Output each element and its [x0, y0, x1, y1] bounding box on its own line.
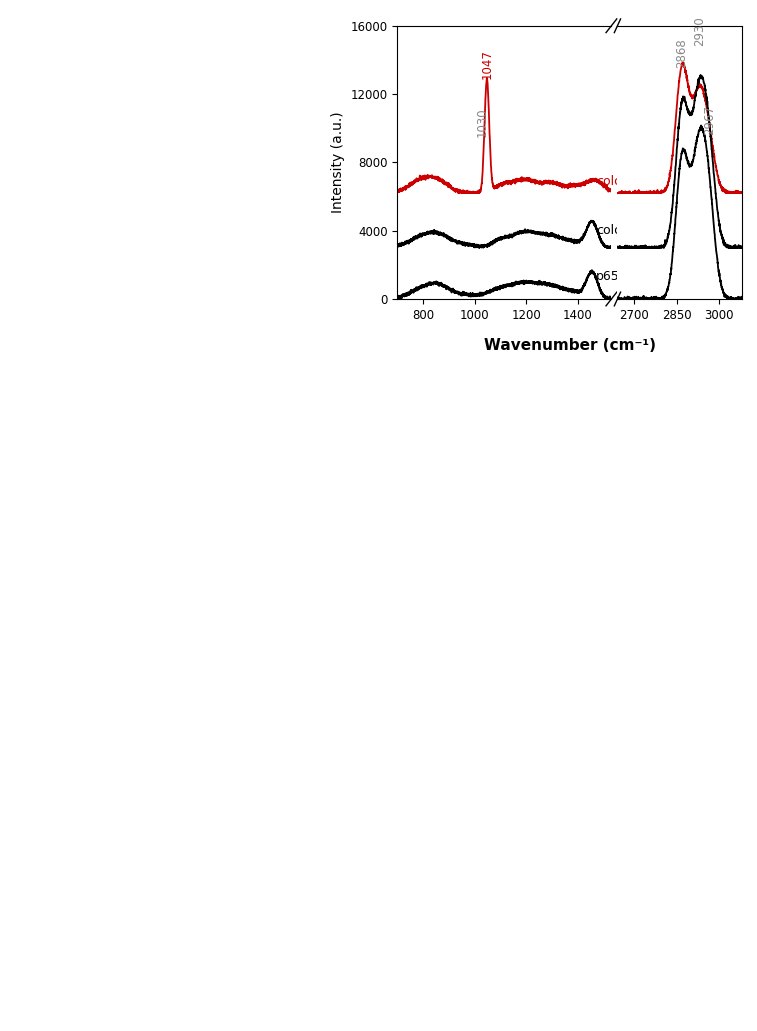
Text: Wavenumber (cm⁻¹): Wavenumber (cm⁻¹) — [484, 338, 656, 353]
Text: colorless: colorless — [596, 224, 651, 237]
Text: 1030: 1030 — [476, 107, 489, 137]
Text: p65: p65 — [596, 270, 620, 284]
Text: colored: colored — [596, 174, 642, 188]
Text: 2967: 2967 — [703, 105, 716, 135]
Text: 1047: 1047 — [481, 48, 494, 78]
Y-axis label: Intensity (a.u.): Intensity (a.u.) — [331, 111, 345, 213]
Text: 2868: 2868 — [675, 39, 688, 68]
Text: 2930: 2930 — [693, 16, 706, 46]
